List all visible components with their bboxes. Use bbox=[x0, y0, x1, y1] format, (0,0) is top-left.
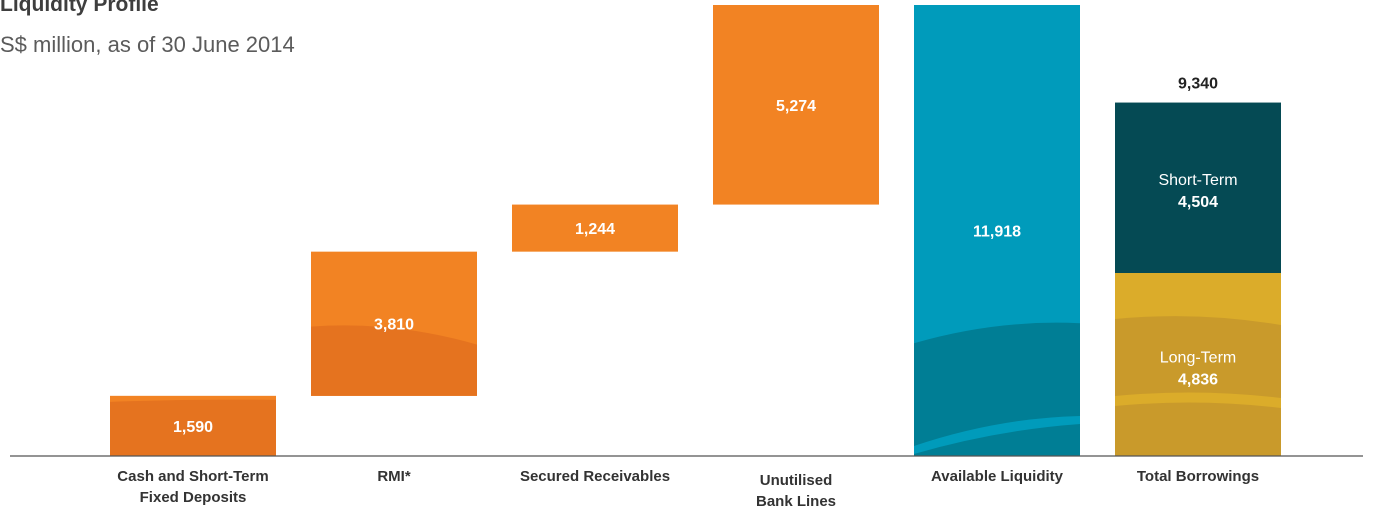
bar-unutilised-bank-lines bbox=[713, 5, 879, 205]
bar-shade bbox=[1115, 316, 1281, 456]
segment-name-label: Long-Term bbox=[1160, 349, 1236, 366]
category-label: Unutilised Bank Lines bbox=[756, 472, 836, 510]
bar-shade bbox=[914, 322, 1080, 456]
segment-value-label: 4,836 bbox=[1178, 371, 1218, 388]
category-label-line: Total Borrowings bbox=[1137, 468, 1259, 485]
bar-short-term bbox=[1115, 102, 1281, 273]
bar-shade bbox=[110, 399, 276, 456]
chart-subtitle: S$ million, as of 30 June 2014 bbox=[0, 32, 295, 57]
bar-highlight bbox=[1115, 392, 1281, 408]
chart-title: Liquidity Profile bbox=[0, 0, 159, 16]
category-label-line: Fixed Deposits bbox=[140, 489, 247, 506]
total-value-label: 9,340 bbox=[1178, 76, 1218, 93]
bar-secured-receivables bbox=[512, 204, 678, 252]
value-label: 3,810 bbox=[374, 317, 414, 334]
bar-highlight bbox=[914, 416, 1080, 454]
category-label-line: Available Liquidity bbox=[931, 468, 1064, 485]
category-label: Total Borrowings bbox=[1137, 468, 1259, 485]
value-label: 5,274 bbox=[776, 98, 816, 115]
segment-name-label: Short-Term bbox=[1158, 172, 1237, 189]
value-label: 11,918 bbox=[973, 224, 1021, 241]
segment-value-label: 4,504 bbox=[1178, 194, 1218, 211]
category-label-line: Secured Receivables bbox=[520, 468, 670, 485]
category-label-line: Cash and Short-Term bbox=[117, 468, 268, 485]
value-label: 1,244 bbox=[575, 221, 615, 238]
category-label-line: Bank Lines bbox=[756, 493, 836, 510]
category-label: Secured Receivables bbox=[520, 468, 670, 485]
category-label-line: Unutilised bbox=[760, 472, 833, 489]
bar-shade bbox=[311, 325, 477, 396]
value-label: 1,590 bbox=[173, 419, 213, 436]
category-label-line: RMI* bbox=[377, 468, 410, 485]
category-label: RMI* bbox=[377, 468, 410, 485]
category-label: Cash and Short-Term Fixed Deposits bbox=[117, 468, 268, 506]
category-label: Available Liquidity bbox=[931, 468, 1064, 485]
